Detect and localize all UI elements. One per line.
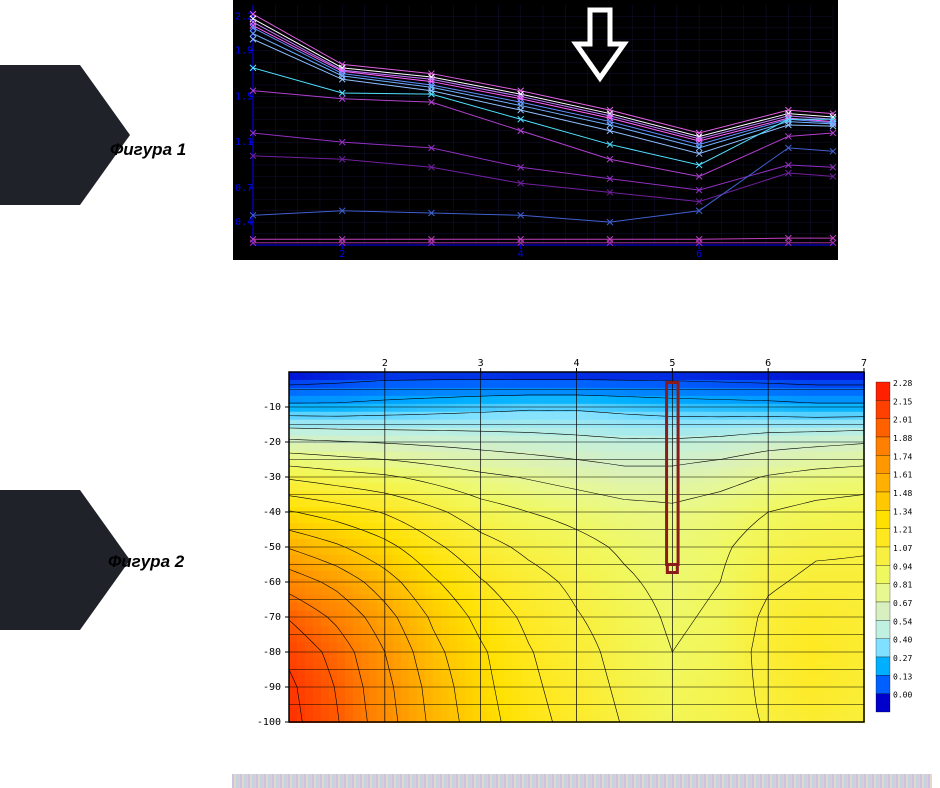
svg-text:1.48: 1.48 [893,489,912,498]
svg-text:-10: -10 [263,402,281,413]
svg-text:7: 7 [861,358,867,369]
svg-text:-90: -90 [263,682,281,693]
svg-text:0.40: 0.40 [893,636,912,645]
svg-text:2.01: 2.01 [893,416,912,425]
svg-text:2: 2 [382,358,388,369]
arrow-annotation-icon [570,6,630,86]
chevron-decoration-2 [0,490,80,630]
svg-text:0.4: 0.4 [235,217,253,228]
svg-text:1.88: 1.88 [893,434,912,443]
svg-text:2: 2 [339,249,345,260]
svg-text:-50: -50 [263,542,281,553]
svg-text:1.1: 1.1 [235,137,253,148]
svg-text:0.67: 0.67 [893,599,912,608]
svg-text:0.00: 0.00 [893,691,912,700]
svg-text:2.28: 2.28 [893,379,912,388]
svg-text:-70: -70 [263,612,281,623]
figure-1-chart: 2460.40.71.11.51.92.2 [233,0,838,260]
svg-text:6: 6 [765,358,771,369]
svg-text:3: 3 [478,358,484,369]
svg-text:4: 4 [573,358,579,369]
svg-text:6: 6 [696,249,702,260]
svg-text:-100: -100 [257,717,281,728]
svg-text:-30: -30 [263,472,281,483]
svg-text:-20: -20 [263,437,281,448]
noise-bar [232,774,932,788]
svg-text:0.27: 0.27 [893,654,912,663]
svg-text:1.21: 1.21 [893,526,912,535]
svg-text:4: 4 [518,249,524,260]
svg-text:0.7: 0.7 [235,183,253,194]
svg-text:-60: -60 [263,577,281,588]
svg-text:1.34: 1.34 [893,507,912,516]
figure-2-chart: 2 3 4 5 6 7 -10 -20 -30 -40 -50 -60 -70 -80 -90 -100 2.2… [234,352,934,732]
svg-text:1.74: 1.74 [893,452,912,461]
svg-text:1.61: 1.61 [893,471,912,480]
svg-text:0.81: 0.81 [893,581,912,590]
svg-text:0.94: 0.94 [893,562,912,571]
svg-text:5: 5 [669,358,675,369]
chevron-decoration-1 [0,65,80,205]
svg-text:0.54: 0.54 [893,617,912,626]
figure-2-label: Фигура 2 [108,552,184,572]
figure-1-label: Фигура 1 [110,140,186,160]
svg-text:-80: -80 [263,647,281,658]
svg-text:1.9: 1.9 [235,46,253,57]
svg-text:-40: -40 [263,507,281,518]
svg-text:0.13: 0.13 [893,672,912,681]
svg-text:2.15: 2.15 [893,397,912,406]
svg-text:1.07: 1.07 [893,544,912,553]
